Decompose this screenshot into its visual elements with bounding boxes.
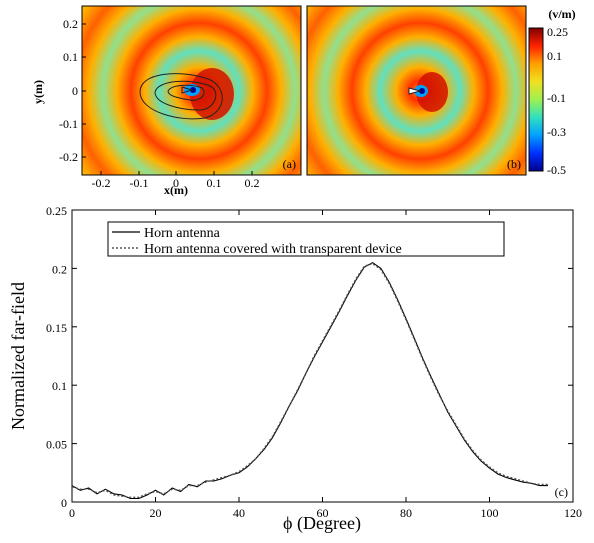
field-ylabel: y(m) xyxy=(31,80,45,104)
panel-b-label: (b) xyxy=(507,157,521,171)
field-y-tick-label: 0 xyxy=(72,84,78,98)
field-y-tick-label: -0.2 xyxy=(59,150,78,164)
series-line-horn xyxy=(71,261,548,500)
series-line-covered xyxy=(71,262,548,498)
chart-y-tick-label: 0.1 xyxy=(52,379,67,393)
panel-c-label: (c) xyxy=(555,485,568,499)
chart-legend: Horn antenna Horn antenna covered with t… xyxy=(107,221,505,257)
chart-y-tick-label: 0 xyxy=(61,496,67,510)
chart-y-tick-label: 0.2 xyxy=(52,262,67,276)
chart-x-tick-label: 40 xyxy=(233,506,245,520)
field-xlabel: x(m) xyxy=(164,183,188,197)
chart-y-tick-label: 0.05 xyxy=(46,438,67,452)
field-x-tick-label: -0.2 xyxy=(92,176,111,190)
chart-xlabel: ϕ (Degree) xyxy=(283,513,361,534)
colorbar-tick-label: 0.1 xyxy=(547,49,562,63)
chart-ylabel: Normalized far-field xyxy=(8,282,28,430)
chart-x-tick-label: 100 xyxy=(481,506,499,520)
chart-x-tick-label: 0 xyxy=(69,506,75,520)
chart-x-tick-label: 80 xyxy=(400,506,412,520)
colorbar-tick-label: -0.3 xyxy=(547,125,566,139)
field-y-tick-label: -0.1 xyxy=(59,117,78,131)
field-x-tick-label: 0 xyxy=(173,176,179,190)
field-map-a xyxy=(81,5,302,176)
colorbar: 0.25 0.1 -0.1 -0.3 -0.5 xyxy=(528,25,568,177)
field-map-b xyxy=(306,5,527,176)
colorbar-tick-label: -0.5 xyxy=(547,163,566,177)
field-x-tick-label: 0.1 xyxy=(207,176,222,190)
legend-entry-covered: Horn antenna covered with transparent de… xyxy=(144,242,402,257)
field-y-tick-label: 0.1 xyxy=(63,50,78,64)
far-field-chart: 0 20 40 60 80 100 120 0 0.05 0.1 0.15 0.2 0.25 xyxy=(46,204,582,520)
chart-x-tick-label: 20 xyxy=(150,506,162,520)
chart-y-tick-label: 0.15 xyxy=(46,321,67,335)
panel-a-label: (a) xyxy=(283,157,296,171)
colorbar-tick-label: -0.1 xyxy=(547,91,566,105)
chart-x-tick-label: 60 xyxy=(317,506,329,520)
chart-x-tick-label: 120 xyxy=(564,506,582,520)
colorbar-unit: (v/m) xyxy=(548,7,575,21)
colorbar-tick-label: 0.25 xyxy=(547,25,568,39)
legend-entry-horn: Horn antenna xyxy=(144,226,221,241)
field-x-tick-label: -0.1 xyxy=(130,176,149,190)
field-y-tick-label: 0.2 xyxy=(63,17,78,31)
field-axes: -0.2 -0.1 0 0.1 0.2 0.2 0.1 0 -0.1 -0.2 xyxy=(59,17,260,190)
field-x-tick-label: 0.2 xyxy=(245,176,260,190)
chart-y-tick-label: 0.25 xyxy=(46,204,67,218)
